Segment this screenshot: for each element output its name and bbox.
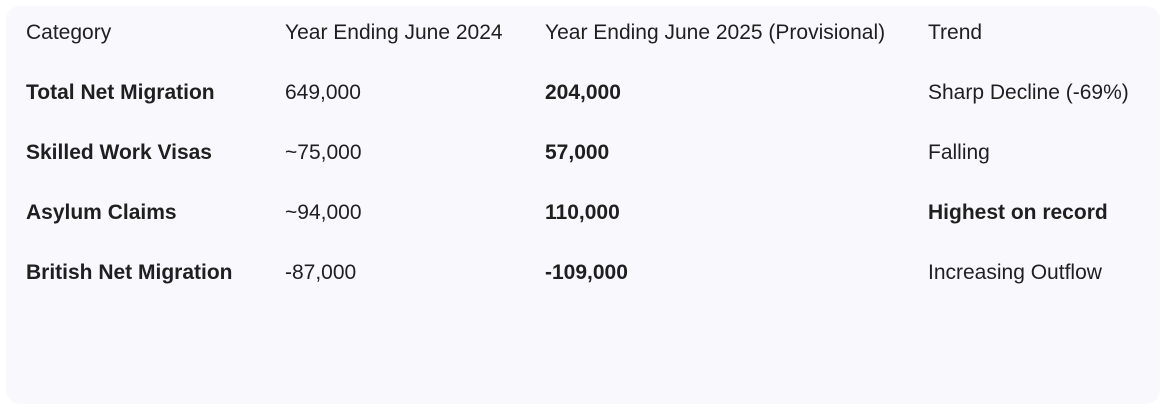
table-row: British Net Migration -87,000 -109,000 I… <box>6 256 1152 290</box>
cell-2025: 204,000 <box>545 81 621 104</box>
cell-trend: Increasing Outflow <box>928 261 1102 284</box>
header-category: Category <box>26 21 112 44</box>
cell-2025: 110,000 <box>545 201 620 224</box>
table-card <box>6 6 1160 404</box>
cell-trend: Highest on record <box>928 201 1108 224</box>
table-header-row: Category Year Ending June 2024 Year Endi… <box>6 16 1152 76</box>
cell-category: Total Net Migration <box>26 81 215 104</box>
table-row: Skilled Work Visas ~75,000 57,000 Fallin… <box>6 136 1152 196</box>
cell-category: British Net Migration <box>26 261 233 284</box>
cell-2025: -109,000 <box>545 261 628 284</box>
cell-2024: ~75,000 <box>285 141 362 164</box>
header-2024: Year Ending June 2024 <box>285 21 503 44</box>
table-row: Total Net Migration 649,000 204,000 Shar… <box>6 76 1152 136</box>
cell-2024: -87,000 <box>285 261 357 284</box>
cell-2024: ~94,000 <box>285 201 362 224</box>
cell-2024: 649,000 <box>285 81 361 104</box>
cell-2025: 57,000 <box>545 141 610 164</box>
migration-table: Category Year Ending June 2024 Year Endi… <box>6 16 1152 290</box>
cell-trend: Falling <box>928 141 990 164</box>
header-2025: Year Ending June 2025 (Provisional) <box>545 21 886 44</box>
cell-category: Asylum Claims <box>26 201 177 224</box>
table-row: Asylum Claims ~94,000 110,000 Highest on… <box>6 196 1152 256</box>
header-trend: Trend <box>928 21 983 44</box>
cell-category: Skilled Work Visas <box>26 141 212 164</box>
cell-trend: Sharp Decline (-69%) <box>928 81 1129 104</box>
